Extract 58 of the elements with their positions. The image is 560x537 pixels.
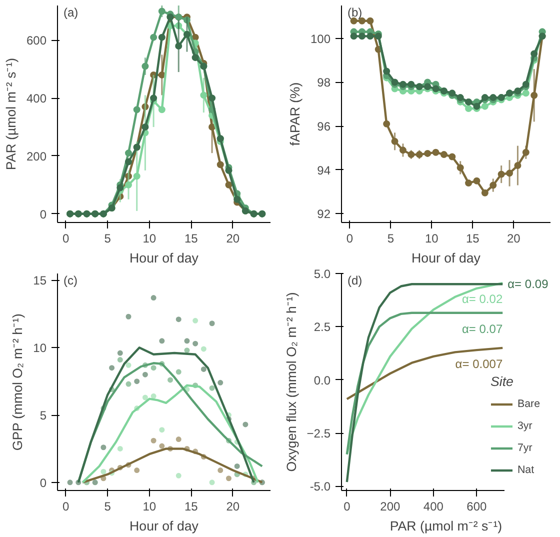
y-tick-label: 100 bbox=[310, 32, 331, 46]
y-tick-label: 15 bbox=[33, 274, 47, 288]
x-tick-label: 5 bbox=[104, 232, 112, 246]
y-tick-label: −2.5 bbox=[306, 426, 331, 441]
x-axis-title: Hour of day bbox=[130, 250, 199, 266]
y-tick-label: 92 bbox=[317, 207, 331, 222]
x-tick-label: 0 bbox=[62, 500, 70, 514]
y-tick-label: 10 bbox=[33, 341, 47, 356]
x-tick-label: 400 bbox=[423, 500, 444, 514]
x-tick-label: 5 bbox=[387, 232, 394, 246]
x-axis-title: PAR (µmol m⁻² s⁻¹) bbox=[390, 518, 502, 534]
legend-title: Site bbox=[490, 374, 514, 389]
y-tick-label: 96 bbox=[317, 120, 331, 134]
y-tick-label: 5 bbox=[40, 408, 47, 423]
y-tick-label: 200 bbox=[26, 149, 47, 164]
x-axis-title: Hour of day bbox=[412, 250, 481, 266]
annotation: α= 0.02 bbox=[462, 292, 503, 306]
chart-title: (b) bbox=[348, 6, 362, 20]
y-axis-title: GPP (mmol O₂ m⁻² h⁻¹) bbox=[10, 314, 26, 451]
annotation: α= 0.007 bbox=[455, 356, 503, 371]
legend-label: Nat bbox=[517, 464, 536, 476]
y-tick-label: 600 bbox=[26, 34, 47, 48]
y-tick-label: 400 bbox=[26, 92, 47, 106]
chart-title: (c) bbox=[64, 274, 78, 288]
chart-title: (a) bbox=[64, 6, 78, 20]
x-tick-label: 200 bbox=[380, 500, 400, 514]
y-tick-label: 98 bbox=[317, 76, 331, 90]
x-tick-label: 0 bbox=[344, 500, 351, 514]
legend-label: 7yr bbox=[517, 442, 534, 454]
x-tick-label: 0 bbox=[346, 232, 354, 246]
legend-label: Bare bbox=[517, 398, 540, 410]
y-tick-label: 5.0 bbox=[314, 267, 331, 281]
x-tick-label: 10 bbox=[424, 232, 439, 246]
y-tick-label: -5.0 bbox=[310, 480, 331, 494]
x-tick-label: 20 bbox=[506, 232, 521, 246]
x-tick-label: 20 bbox=[226, 232, 240, 246]
x-tick-label: 10 bbox=[142, 232, 156, 246]
y-tick-label: 0 bbox=[40, 476, 47, 490]
text: α= 0.09 bbox=[508, 277, 549, 292]
annotation: α= 0.07 bbox=[462, 322, 503, 336]
x-tick-label: 0 bbox=[62, 232, 70, 246]
y-tick-label: 0.0 bbox=[314, 373, 331, 388]
x-tick-label: 15 bbox=[184, 500, 198, 514]
y-axis-title: fAPAR (%) bbox=[287, 82, 302, 146]
y-tick-label: 94 bbox=[317, 163, 331, 178]
chart-title: (d) bbox=[348, 274, 362, 288]
legend-label: 3yr bbox=[517, 420, 534, 432]
x-tick-label: 15 bbox=[184, 232, 198, 246]
x-tick-label: 600 bbox=[466, 500, 488, 514]
y-axis-title: Oxygen flux (mmol O₂ m⁻² h⁻¹) bbox=[284, 292, 299, 472]
y-tick-label: 0 bbox=[40, 207, 47, 222]
y-axis-title: PAR (µmol m⁻² s⁻¹) bbox=[3, 58, 18, 170]
x-tick-label: 10 bbox=[142, 500, 156, 514]
x-tick-label: 5 bbox=[104, 500, 112, 514]
y-tick-label: 2.5 bbox=[314, 320, 331, 334]
x-tick-label: 15 bbox=[466, 232, 480, 246]
x-axis-title: Hour of day bbox=[130, 518, 199, 534]
x-tick-label: 20 bbox=[226, 500, 240, 514]
